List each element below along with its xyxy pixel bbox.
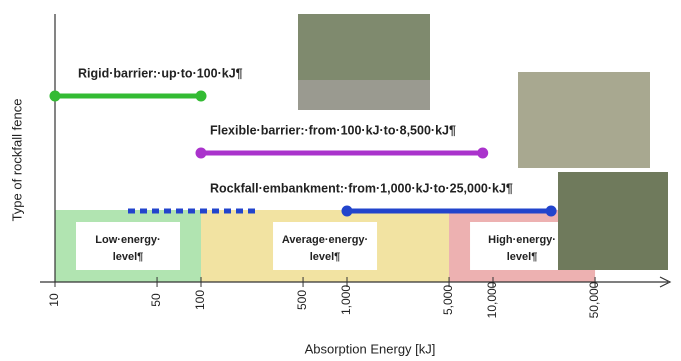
x-tick-label: 10 [47, 293, 61, 307]
x-axis-label: Absorption Energy [kJ] [305, 341, 436, 356]
photo [518, 72, 650, 168]
y-axis-label: Type of rockfall fence [9, 99, 24, 222]
zone-label: Average·energy· [282, 234, 368, 246]
x-tick-label: 10,000 [485, 281, 499, 318]
x-tick-label: 1,000 [339, 285, 353, 315]
range-end [477, 148, 488, 159]
range-start [342, 206, 353, 217]
zone-label: level¶ [507, 251, 538, 263]
x-tick-label: 500 [295, 290, 309, 310]
series-label: Rigid·barrier:·up·to·100·kJ¶ [78, 66, 243, 80]
photo [298, 80, 430, 110]
zone-label: level¶ [310, 251, 341, 263]
series-label: Rockfall·embankment:·from·1,000·kJ·to·25… [210, 181, 513, 195]
x-tick-label: 100 [193, 290, 207, 310]
range-start [196, 148, 207, 159]
x-tick-label: 50,000 [587, 281, 601, 318]
x-tick-label: 50 [149, 293, 163, 307]
chart: Low·energy· level¶ Average·energy· level¶ Hi… [0, 0, 681, 361]
zone-label: level¶ [113, 251, 144, 263]
x-tick-label: 5,000 [441, 285, 455, 315]
range-start [50, 91, 61, 102]
range-end [196, 91, 207, 102]
range-end [546, 206, 557, 217]
zone-label: Low·energy· [95, 234, 160, 246]
photo [558, 172, 668, 270]
series-label: Flexible·barrier:·from·100·kJ·to·8,500·k… [210, 123, 456, 137]
zone-label: High·energy· [488, 234, 556, 246]
